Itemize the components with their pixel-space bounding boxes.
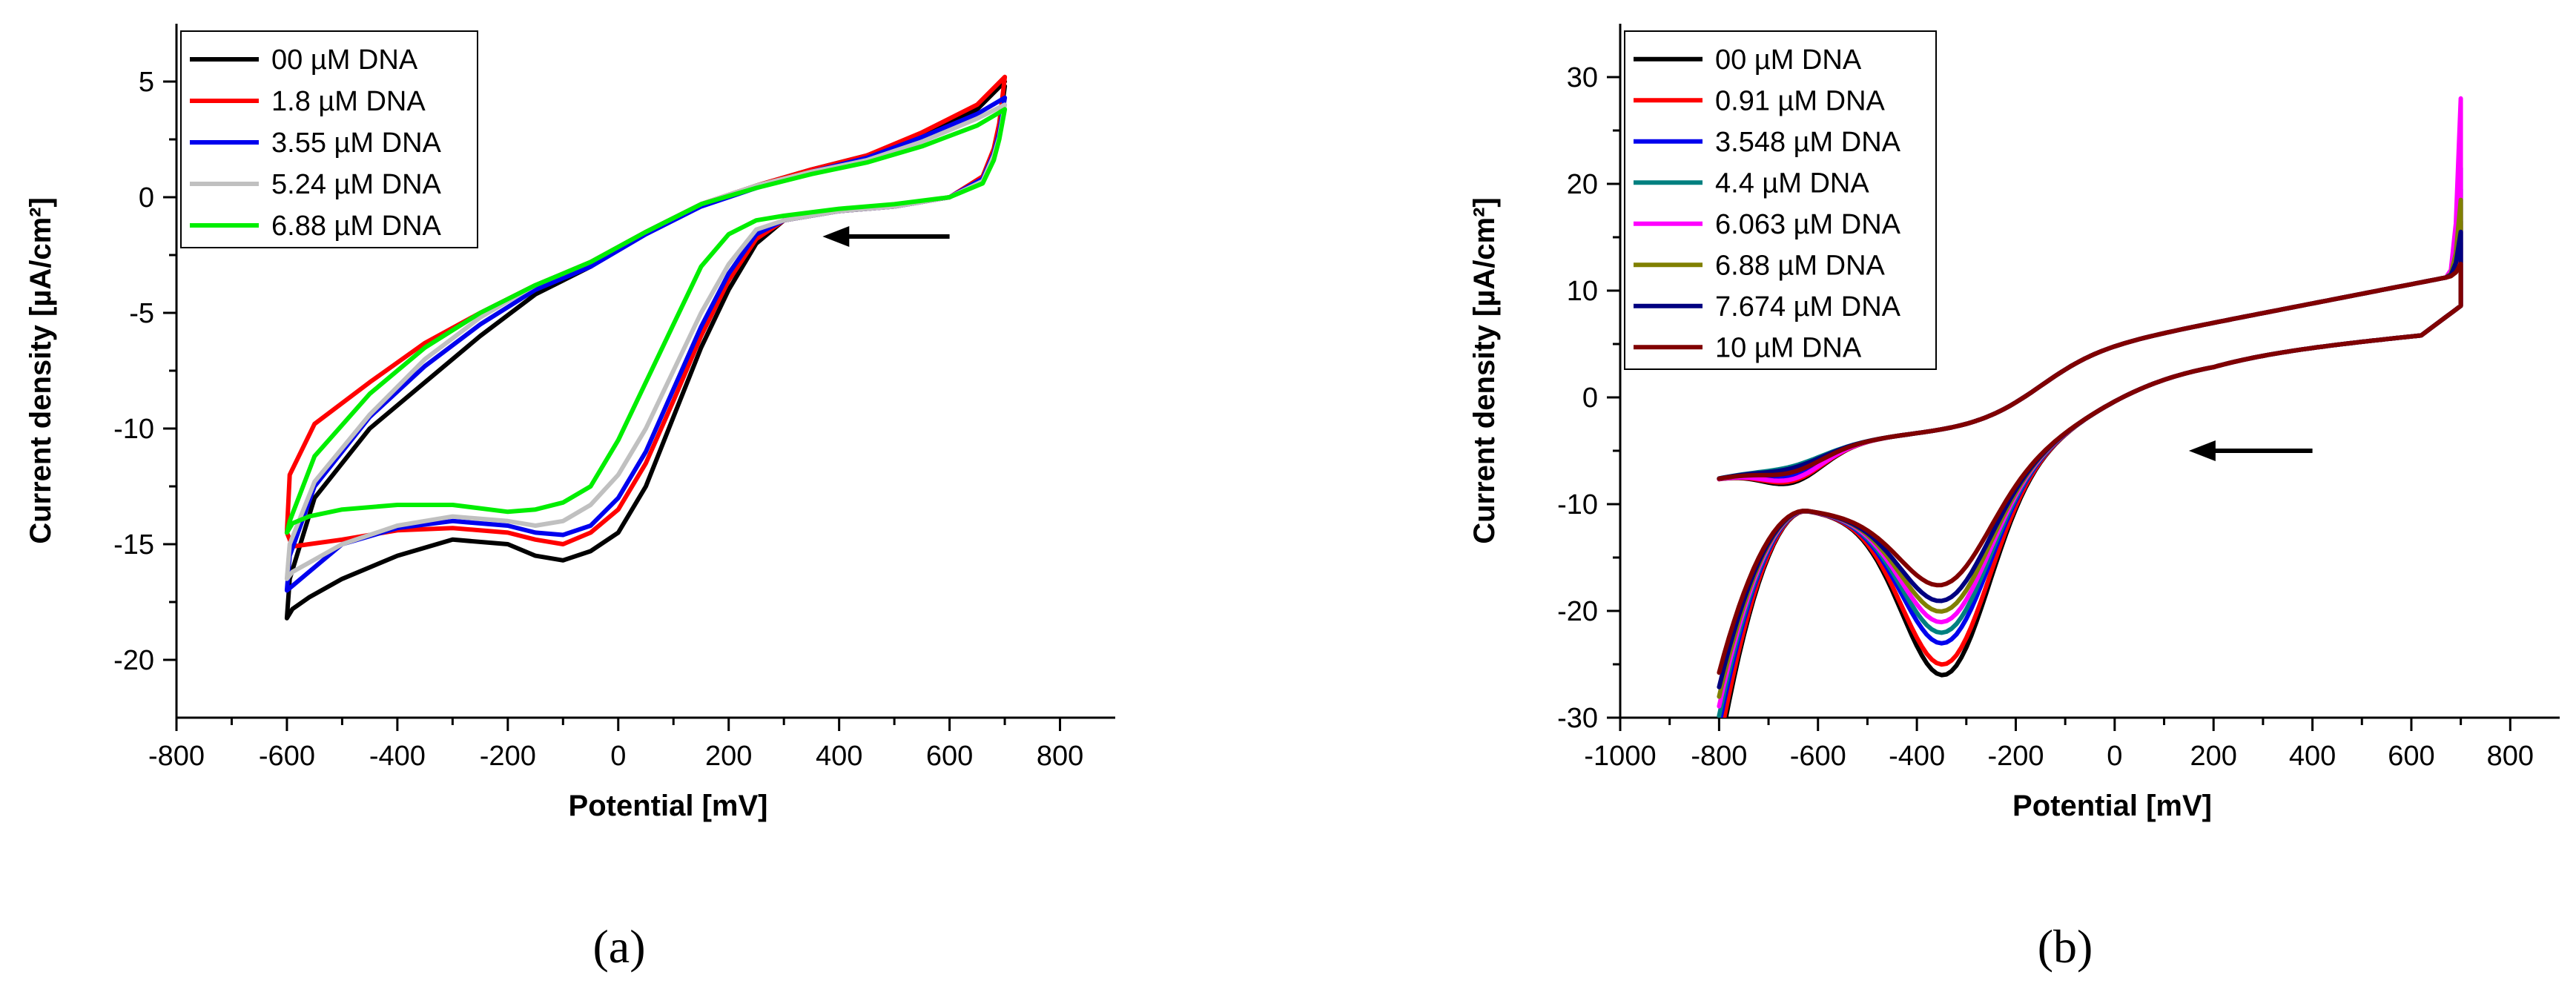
x-tick-label: 400 xyxy=(2289,741,2336,772)
y-tick-label: -20 xyxy=(113,645,154,676)
panel-a-label: (a) xyxy=(592,920,645,973)
series-line xyxy=(284,107,1008,535)
x-tick-label: 0 xyxy=(610,741,626,772)
x-tick-label: -600 xyxy=(1790,741,1846,772)
x-tick-label: 200 xyxy=(2190,741,2237,772)
x-tick-label: -800 xyxy=(148,741,205,772)
x-tick-label: -200 xyxy=(1987,741,2044,772)
x-tick-label: 600 xyxy=(926,741,973,772)
x-tick-label: -800 xyxy=(1691,741,1747,772)
x-tick-label: 200 xyxy=(705,741,752,772)
legend-entry: 6.063 µM DNA xyxy=(1715,209,1901,240)
x-tick-label: 800 xyxy=(2487,741,2534,772)
legend-entry: 1.8 µM DNA xyxy=(271,86,426,117)
panel-b: -1000 -800 -600 -400 -200 0 200 400 600 800-30-20… xyxy=(1468,24,2560,822)
y-tick-label: 0 xyxy=(139,182,154,214)
panel-b-label: (b) xyxy=(2038,920,2093,973)
legend-entry: 5.24 µM DNA xyxy=(271,169,442,200)
legend-entry: 6.88 µM DNA xyxy=(271,211,442,242)
x-tick-label: 400 xyxy=(816,741,862,772)
y-tick-label: -10 xyxy=(113,414,154,445)
legend-entry: 00 µM DNA xyxy=(1715,44,1862,76)
x-tick-label: -400 xyxy=(369,741,426,772)
legend-entry: 3.548 µM DNA xyxy=(1715,127,1901,158)
legend-entry: 4.4 µM DNA xyxy=(1715,168,1869,199)
series-group xyxy=(284,74,1008,621)
legend-entry: 0.91 µM DNA xyxy=(1715,85,1886,116)
x-tick-label: -600 xyxy=(259,741,315,772)
panel-a: -800 -600 -400 -200 0 200 400 600 800 -20 -15 -10 -5… xyxy=(24,24,1115,822)
scan-direction-arrowhead xyxy=(822,226,850,248)
x-tick-label: -200 xyxy=(480,741,536,772)
x-tick-label: -1000 xyxy=(1584,741,1656,772)
series-group xyxy=(1717,96,2463,718)
x-tick-label: -400 xyxy=(1889,741,1945,772)
y-tick-label: -10 xyxy=(1557,489,1598,520)
legend-box xyxy=(180,30,478,248)
y-axis-label: Current density [µA/cm²] xyxy=(1468,197,1501,544)
legend-entry: 6.88 µM DNA xyxy=(1715,250,1886,281)
y-tick-label: -30 xyxy=(1557,703,1598,734)
series-line xyxy=(1717,262,2463,675)
y-tick-label: 5 xyxy=(139,67,154,98)
x-tick-label: 800 xyxy=(1037,741,1083,772)
y-tick-label: 0 xyxy=(1582,383,1598,414)
legend-box xyxy=(1624,30,1937,370)
x-axis-label: Potential [mV] xyxy=(2012,790,2212,822)
legend-entry: 3.55 µM DNA xyxy=(271,128,442,159)
y-tick-label: -20 xyxy=(1557,596,1598,627)
y-tick-label: 20 xyxy=(1567,169,1598,200)
legend-entry: 00 µM DNA xyxy=(271,44,418,76)
legend-entry: 10 µM DNA xyxy=(1715,332,1862,363)
y-tick-label: -15 xyxy=(113,529,154,561)
x-tick-label: 0 xyxy=(2107,741,2122,772)
y-tick-label: -5 xyxy=(129,298,154,329)
y-tick-label: 30 xyxy=(1567,62,1598,93)
x-axis-label: Potential [mV] xyxy=(569,790,768,822)
legend-entry: 7.674 µM DNA xyxy=(1715,291,1901,323)
y-axis-label: Current density [µA/cm²] xyxy=(24,197,57,544)
y-tick-label: 10 xyxy=(1567,276,1598,307)
scan-direction-arrowhead xyxy=(2188,440,2216,461)
x-tick-label: 600 xyxy=(2388,741,2434,772)
